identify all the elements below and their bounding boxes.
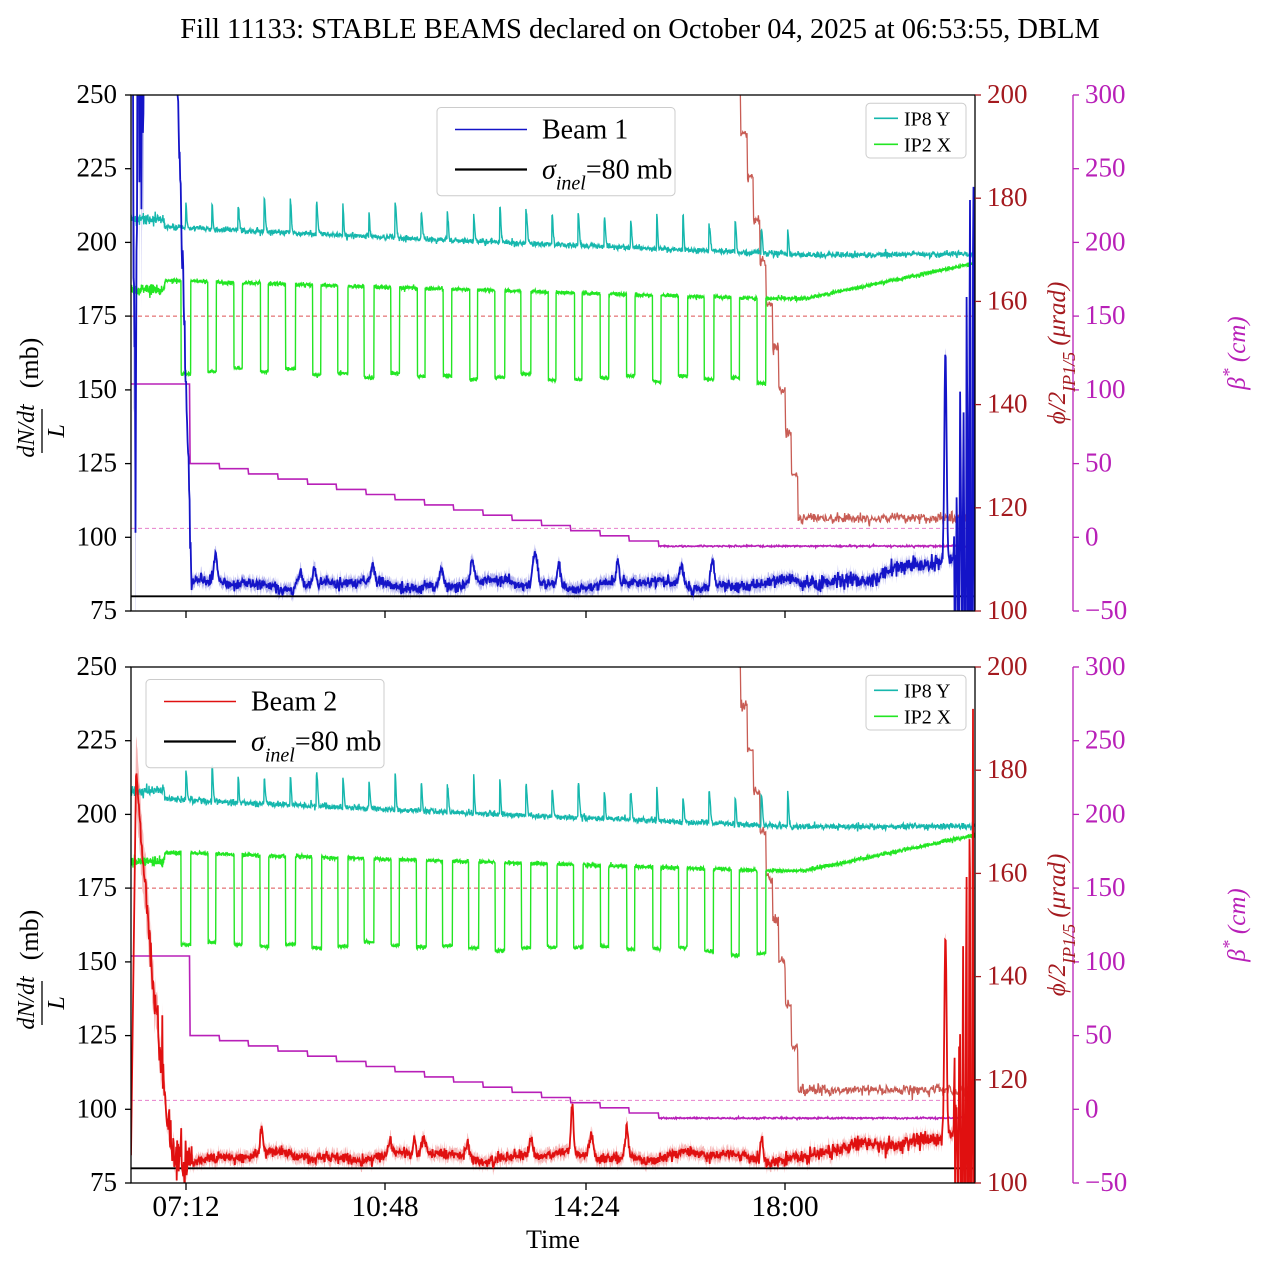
svg-text:0: 0 [1085, 1093, 1099, 1123]
svg-text:IP8 Y: IP8 Y [904, 108, 950, 130]
svg-text:100: 100 [987, 1167, 1028, 1197]
svg-text:0: 0 [1085, 521, 1099, 551]
svg-text:14:24: 14:24 [552, 1191, 619, 1223]
svg-text:100: 100 [77, 1093, 118, 1123]
svg-text:160: 160 [987, 857, 1028, 887]
svg-text:dN/dt: dN/dt [14, 403, 40, 458]
svg-text:dN/dt: dN/dt [14, 975, 40, 1030]
svg-text:200: 200 [77, 798, 118, 828]
svg-text:200: 200 [1085, 226, 1126, 256]
svg-text:250: 250 [77, 79, 118, 109]
svg-text:120: 120 [987, 492, 1028, 522]
svg-text:50: 50 [1085, 1020, 1112, 1050]
svg-text:175: 175 [77, 300, 118, 330]
svg-text:−50: −50 [1085, 595, 1127, 625]
svg-text:250: 250 [77, 651, 118, 681]
svg-text:18:00: 18:00 [751, 1191, 818, 1223]
svg-text:150: 150 [77, 374, 118, 404]
svg-text:150: 150 [77, 946, 118, 976]
svg-text:ϕ/2IP1/5 (μrad): ϕ/2IP1/5 (μrad) [1044, 854, 1079, 997]
svg-text:150: 150 [1085, 300, 1126, 330]
svg-text:200: 200 [77, 226, 118, 256]
svg-text:160: 160 [987, 285, 1028, 315]
svg-text:300: 300 [1085, 79, 1126, 109]
svg-text:β* (cm): β* (cm) [1219, 316, 1251, 391]
svg-text:L: L [44, 996, 70, 1010]
svg-text:180: 180 [987, 182, 1028, 212]
svg-text:225: 225 [77, 725, 118, 755]
svg-text:IP8 Y: IP8 Y [904, 680, 950, 702]
svg-text:125: 125 [77, 1020, 118, 1050]
svg-text:(mb): (mb) [15, 338, 44, 389]
svg-text:IP2 X: IP2 X [904, 706, 952, 728]
svg-text:07:12: 07:12 [152, 1191, 219, 1223]
svg-text:180: 180 [987, 754, 1028, 784]
svg-text:140: 140 [987, 961, 1028, 991]
svg-text:100: 100 [1085, 946, 1126, 976]
svg-text:100: 100 [987, 595, 1028, 625]
svg-text:125: 125 [77, 448, 118, 478]
svg-text:75: 75 [90, 1167, 117, 1197]
svg-text:L: L [44, 424, 70, 438]
svg-text:225: 225 [77, 153, 118, 183]
svg-text:300: 300 [1085, 651, 1126, 681]
svg-text:200: 200 [987, 79, 1028, 109]
svg-text:IP2 X: IP2 X [904, 134, 952, 156]
svg-text:250: 250 [1085, 725, 1126, 755]
svg-text:200: 200 [987, 651, 1028, 681]
svg-text:120: 120 [987, 1064, 1028, 1094]
svg-text:β* (cm): β* (cm) [1219, 888, 1251, 963]
svg-text:250: 250 [1085, 153, 1126, 183]
svg-text:150: 150 [1085, 872, 1126, 902]
svg-text:Beam 1: Beam 1 [542, 115, 628, 146]
svg-text:Beam 2: Beam 2 [251, 687, 337, 718]
svg-text:ϕ/2IP1/5 (μrad): ϕ/2IP1/5 (μrad) [1044, 282, 1079, 425]
svg-text:100: 100 [77, 521, 118, 551]
svg-text:Time: Time [526, 1225, 580, 1254]
svg-text:(mb): (mb) [15, 910, 44, 961]
svg-text:−50: −50 [1085, 1167, 1127, 1197]
svg-text:75: 75 [90, 595, 117, 625]
svg-text:200: 200 [1085, 798, 1126, 828]
svg-text:50: 50 [1085, 448, 1112, 478]
svg-text:10:48: 10:48 [351, 1191, 418, 1223]
svg-text:140: 140 [987, 389, 1028, 419]
svg-text:175: 175 [77, 872, 118, 902]
svg-text:100: 100 [1085, 374, 1126, 404]
